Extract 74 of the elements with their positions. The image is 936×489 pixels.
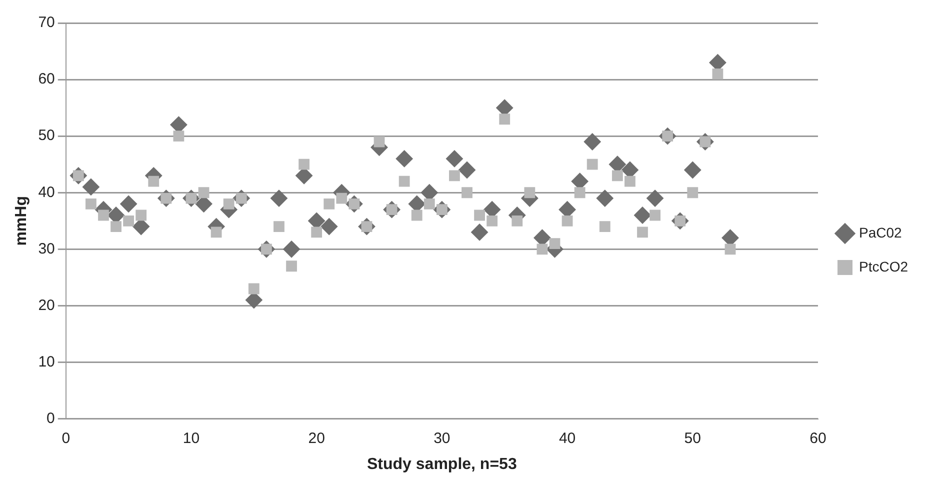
y-tick-label: 0 — [46, 410, 55, 427]
x-tick-label: 10 — [182, 430, 200, 447]
point — [248, 283, 260, 294]
point — [283, 240, 300, 258]
point — [374, 136, 385, 148]
point — [650, 210, 660, 221]
point — [424, 198, 435, 210]
x-tick-label: 0 — [62, 430, 70, 447]
point — [536, 244, 548, 255]
point — [637, 226, 648, 238]
point — [599, 221, 610, 232]
point — [120, 195, 138, 212]
point — [524, 187, 536, 198]
legend-label: PtcCO2 — [858, 258, 908, 274]
point — [198, 187, 210, 198]
point — [471, 224, 488, 241]
y-tick-label: 60 — [38, 70, 55, 88]
point — [724, 244, 736, 255]
point — [123, 215, 134, 226]
point — [110, 221, 122, 232]
point — [223, 198, 234, 210]
point — [336, 192, 348, 204]
point — [646, 190, 664, 207]
x-tick-label: 40 — [558, 430, 576, 447]
point — [396, 150, 413, 168]
point — [586, 158, 598, 170]
legend-label: PaC02 — [858, 224, 902, 240]
point — [270, 190, 288, 207]
point — [462, 187, 472, 198]
point — [311, 226, 322, 238]
y-tick-label: 20 — [38, 296, 55, 314]
point — [574, 187, 586, 198]
point — [298, 158, 310, 170]
point — [98, 210, 109, 221]
point — [584, 133, 601, 150]
point — [274, 221, 284, 232]
point — [562, 215, 573, 226]
y-axis-title: mmHg — [13, 196, 30, 246]
x-tick-label: 50 — [684, 430, 701, 447]
point — [286, 260, 297, 272]
point — [684, 162, 702, 179]
x-tick-label: 30 — [434, 430, 450, 447]
y-tick-label: 70 — [38, 14, 55, 32]
x-tick-label: 60 — [810, 430, 826, 447]
x-axis-title: Study sample, n=53 — [367, 456, 517, 473]
point — [320, 218, 338, 236]
y-tick-label: 40 — [38, 184, 55, 201]
point — [324, 198, 335, 210]
point — [446, 150, 463, 168]
y-tick-label: 10 — [38, 353, 55, 370]
point — [512, 215, 523, 226]
point — [687, 187, 698, 198]
point — [148, 176, 160, 187]
point — [596, 190, 614, 207]
point — [173, 130, 184, 142]
point — [612, 170, 623, 182]
point — [398, 176, 410, 187]
point — [499, 114, 510, 125]
point — [449, 170, 460, 182]
point — [136, 210, 147, 221]
point — [411, 210, 422, 221]
point — [458, 162, 476, 179]
point — [624, 176, 636, 187]
y-tick-label: 30 — [38, 240, 55, 258]
point — [486, 215, 498, 226]
point — [474, 210, 485, 221]
point — [712, 68, 724, 80]
y-tick-label: 50 — [38, 127, 55, 144]
point — [634, 206, 651, 224]
x-tick-label: 20 — [308, 430, 325, 447]
point — [86, 198, 96, 210]
point — [549, 238, 560, 249]
point — [82, 178, 100, 196]
point — [210, 226, 222, 238]
